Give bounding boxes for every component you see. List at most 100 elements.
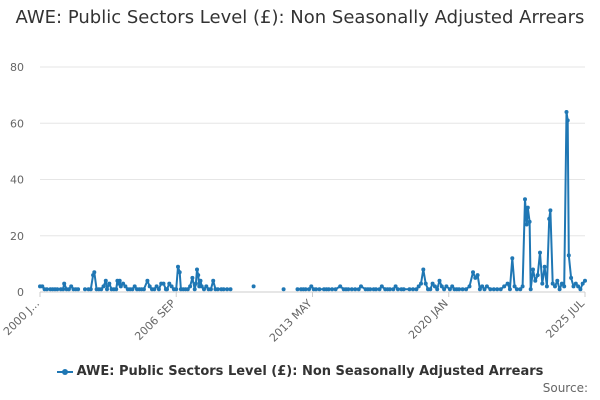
data-point[interactable] <box>407 287 412 292</box>
data-point[interactable] <box>130 287 135 292</box>
data-point[interactable] <box>524 222 529 227</box>
data-point[interactable] <box>152 287 157 292</box>
data-point[interactable] <box>475 273 480 278</box>
data-point[interactable] <box>573 281 578 286</box>
data-point[interactable] <box>491 287 496 292</box>
data-point[interactable] <box>105 287 109 292</box>
data-point[interactable] <box>548 208 553 213</box>
data-point[interactable] <box>147 284 152 289</box>
data-point[interactable] <box>44 287 49 292</box>
data-point[interactable] <box>55 287 60 292</box>
data-point[interactable] <box>359 284 363 289</box>
data-point[interactable] <box>281 287 286 292</box>
data-point[interactable] <box>401 287 406 292</box>
data-point[interactable] <box>204 284 209 289</box>
data-point[interactable] <box>167 281 172 286</box>
data-point[interactable] <box>69 284 74 289</box>
data-point[interactable] <box>251 284 256 289</box>
data-point[interactable] <box>356 287 361 292</box>
data-point[interactable] <box>353 287 358 292</box>
legend[interactable]: AWE: Public Sectors Level (£): Non Seaso… <box>0 364 600 379</box>
data-point[interactable] <box>161 281 166 286</box>
data-point[interactable] <box>99 287 104 292</box>
data-point[interactable] <box>414 287 419 292</box>
data-point[interactable] <box>542 264 547 269</box>
data-point[interactable] <box>484 284 489 289</box>
data-point[interactable] <box>512 284 517 289</box>
data-point[interactable] <box>464 287 469 292</box>
data-point[interactable] <box>83 287 87 292</box>
data-point[interactable] <box>432 284 437 289</box>
data-point[interactable] <box>540 281 545 286</box>
data-point[interactable] <box>101 284 106 289</box>
data-point[interactable] <box>553 284 557 289</box>
data-point[interactable] <box>523 197 527 202</box>
data-point[interactable] <box>225 287 230 292</box>
data-point[interactable] <box>565 118 570 123</box>
data-point[interactable] <box>215 287 220 292</box>
data-point[interactable] <box>208 287 213 292</box>
data-point[interactable] <box>393 284 398 289</box>
data-point[interactable] <box>498 287 503 292</box>
data-point[interactable] <box>377 287 382 292</box>
data-point[interactable] <box>198 278 203 283</box>
data-point[interactable] <box>569 275 574 280</box>
data-point[interactable] <box>531 267 535 272</box>
data-point[interactable] <box>211 278 216 283</box>
data-point[interactable] <box>195 267 199 272</box>
data-point[interactable] <box>535 273 540 278</box>
data-point[interactable] <box>525 205 530 210</box>
data-point[interactable] <box>61 287 66 292</box>
data-point[interactable] <box>193 281 198 286</box>
data-point[interactable] <box>333 287 338 292</box>
data-point[interactable] <box>507 287 512 292</box>
data-point[interactable] <box>550 281 555 286</box>
data-point[interactable] <box>505 281 510 286</box>
data-point[interactable] <box>518 287 523 292</box>
data-point[interactable] <box>374 287 378 292</box>
data-point[interactable] <box>185 287 190 292</box>
data-point[interactable] <box>564 110 569 114</box>
data-point[interactable] <box>114 287 119 292</box>
data-point[interactable] <box>192 287 197 292</box>
data-point[interactable] <box>177 270 182 275</box>
data-point[interactable] <box>578 287 583 292</box>
data-point[interactable] <box>477 287 482 292</box>
data-point[interactable] <box>583 278 587 283</box>
data-point[interactable] <box>538 250 542 255</box>
data-point[interactable] <box>40 284 45 289</box>
data-point[interactable] <box>514 287 519 292</box>
data-point[interactable] <box>76 287 81 292</box>
data-point[interactable] <box>228 287 233 292</box>
data-point[interactable] <box>391 287 396 292</box>
data-point[interactable] <box>562 284 567 289</box>
data-point[interactable] <box>379 284 384 289</box>
data-point[interactable] <box>419 281 423 286</box>
data-point[interactable] <box>457 287 462 292</box>
data-point[interactable] <box>527 219 532 224</box>
data-point[interactable] <box>447 287 452 292</box>
data-point[interactable] <box>307 287 311 292</box>
data-point[interactable] <box>66 287 71 292</box>
data-point[interactable] <box>566 253 571 258</box>
data-point[interactable] <box>439 284 444 289</box>
data-point[interactable] <box>482 287 487 292</box>
data-point[interactable] <box>437 278 442 283</box>
data-point[interactable] <box>309 284 314 289</box>
data-point[interactable] <box>103 278 108 283</box>
data-point[interactable] <box>368 287 373 292</box>
data-point[interactable] <box>555 278 560 283</box>
data-point[interactable] <box>121 281 126 286</box>
data-point[interactable] <box>349 287 354 292</box>
data-point[interactable] <box>176 264 180 269</box>
data-point[interactable] <box>495 287 500 292</box>
data-point[interactable] <box>118 284 123 289</box>
data-point[interactable] <box>188 284 193 289</box>
data-point[interactable] <box>317 287 322 292</box>
data-point[interactable] <box>117 278 122 283</box>
data-point[interactable] <box>576 284 581 289</box>
data-point[interactable] <box>88 287 93 292</box>
data-point[interactable] <box>190 275 195 280</box>
data-point[interactable] <box>520 284 525 289</box>
data-point[interactable] <box>303 287 308 292</box>
